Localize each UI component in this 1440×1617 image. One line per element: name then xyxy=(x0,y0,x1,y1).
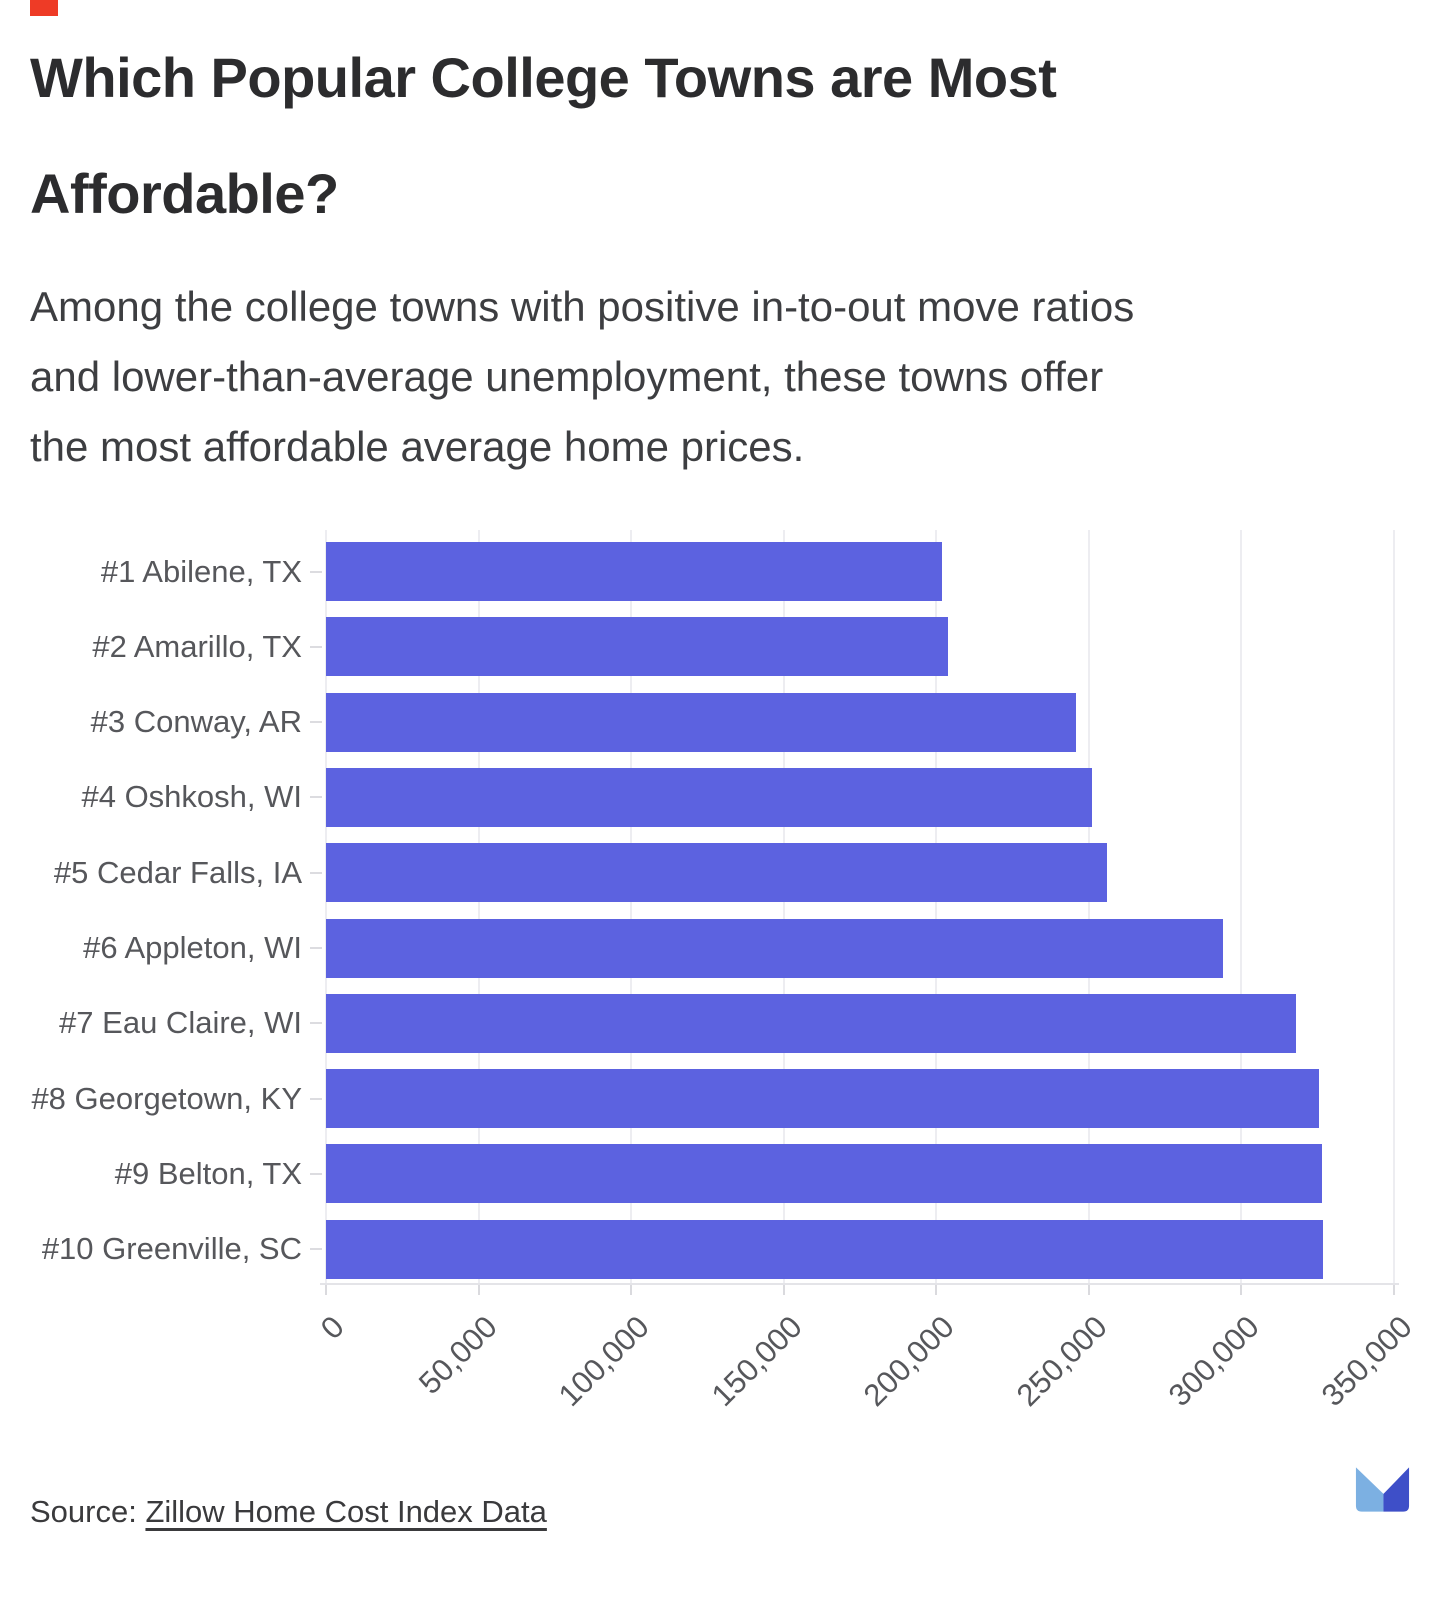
category-label: #1 Abilene, TX xyxy=(100,553,302,589)
bar-chart: 0 50,000 100,000 150,000 200,000 250,000 300,0… xyxy=(31,530,1418,1413)
y-axis-tick xyxy=(310,1172,322,1175)
x-axis-tick xyxy=(1240,1283,1242,1295)
bar xyxy=(326,993,1296,1053)
y-axis-tick xyxy=(310,1022,322,1025)
y-axis-tick xyxy=(310,645,322,648)
gridline xyxy=(782,530,785,1283)
gridline xyxy=(1240,530,1242,1283)
x-tick-label: 100,000 xyxy=(551,1309,656,1413)
source-line: Source: Zillow Home Cost Index Data xyxy=(30,1494,547,1530)
x-tick-label: 150,000 xyxy=(704,1309,809,1413)
x-axis-tick xyxy=(935,1283,937,1295)
x-axis-tick xyxy=(630,1283,632,1295)
x-axis-tick xyxy=(477,1283,480,1295)
x-tick-label: 250,000 xyxy=(1009,1309,1114,1413)
category-label: #3 Conway, AR xyxy=(90,704,302,740)
category-label: #9 Belton, TX xyxy=(114,1155,302,1191)
source-prefix: Source: xyxy=(30,1494,146,1529)
accent-mark xyxy=(30,0,58,16)
subtitle: Among the college towns with positive in… xyxy=(30,272,1420,482)
bar xyxy=(326,767,1092,827)
x-tick-label: 50,000 xyxy=(411,1309,504,1401)
category-label: #6 Appleton, WI xyxy=(83,930,302,965)
y-axis-tick xyxy=(310,721,322,724)
bar xyxy=(326,617,949,677)
subtitle-line-2: and lower-than-average unemployment, the… xyxy=(30,353,1104,400)
subtitle-line-3: the most affordable average home prices. xyxy=(30,423,805,470)
bar xyxy=(326,542,943,601)
bar xyxy=(326,1144,1322,1204)
gridline xyxy=(1392,530,1395,1283)
y-axis-tick xyxy=(310,947,322,949)
gridline xyxy=(1087,530,1090,1283)
bar xyxy=(326,1069,1319,1129)
gridline xyxy=(630,530,632,1283)
y-axis-tick xyxy=(310,796,322,799)
x-tick-label: 300,000 xyxy=(1161,1309,1266,1413)
x-tick-label: 200,000 xyxy=(856,1309,961,1413)
category-label: #5 Cedar Falls, IA xyxy=(53,854,302,890)
x-axis-tick xyxy=(325,1283,327,1295)
bar xyxy=(326,843,1107,903)
page-title-line-2: Affordable? xyxy=(30,162,339,225)
gridline xyxy=(325,530,327,1283)
x-axis-tick xyxy=(1087,1283,1090,1295)
source-link[interactable]: Zillow Home Cost Index Data xyxy=(145,1494,547,1529)
category-label: #4 Oshkosh, WI xyxy=(81,779,302,815)
movebuddha-logo-icon xyxy=(1355,1467,1410,1512)
bar xyxy=(326,1219,1324,1279)
bar xyxy=(326,692,1077,752)
gridline xyxy=(935,530,937,1283)
x-axis-tick xyxy=(782,1283,785,1295)
x-axis-line xyxy=(320,1283,1399,1285)
subtitle-line-1: Among the college towns with positive in… xyxy=(30,283,1135,330)
category-label: #10 Greenville, SC xyxy=(41,1231,302,1267)
bar xyxy=(326,918,1223,978)
gridline xyxy=(477,530,480,1283)
y-axis-tick xyxy=(310,570,322,573)
y-axis-tick xyxy=(310,871,322,874)
y-axis-tick xyxy=(310,1248,322,1251)
category-label: #8 Georgetown, KY xyxy=(31,1080,302,1116)
category-label: #7 Eau Claire, WI xyxy=(59,1005,302,1041)
page-title: Which Popular College Towns are Most Aff… xyxy=(30,20,1410,252)
x-tick-label: 0 xyxy=(313,1309,351,1346)
y-axis-tick xyxy=(310,1097,322,1100)
category-label: #2 Amarillo, TX xyxy=(92,628,302,664)
x-axis-tick xyxy=(1392,1283,1395,1295)
movebuddha-logo[interactable] xyxy=(1353,1462,1412,1521)
page-title-line-1: Which Popular College Towns are Most xyxy=(30,46,1057,109)
